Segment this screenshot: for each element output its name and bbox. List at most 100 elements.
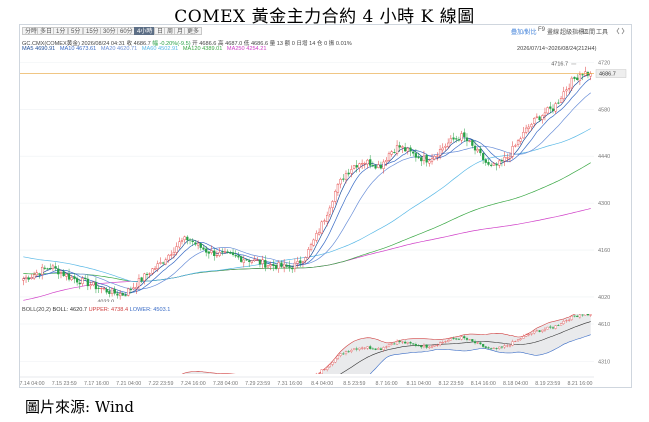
candle-body: [382, 161, 385, 169]
candle-body: [264, 259, 267, 268]
candle-body: [296, 261, 299, 264]
candle-body: [207, 251, 211, 254]
ma-line-5: [23, 73, 591, 295]
boll-candle-body: [457, 338, 461, 340]
candle-body: [43, 267, 46, 269]
candle-body: [412, 151, 415, 154]
candle-body: [140, 277, 143, 282]
candle-body: [428, 160, 431, 164]
boll-candle-body: [352, 348, 356, 350]
candle-body: [196, 242, 200, 246]
candle-body: [374, 165, 377, 169]
chart-frame: 分時 多日 1分 5分 15分 30分 60分 4小時 日 周 月 更多 疊加/…: [19, 24, 632, 388]
x-tick-label: 8.14 16:00: [471, 381, 496, 387]
candle-body: [339, 179, 342, 185]
candle-body: [543, 112, 547, 116]
boll-candle-body: [546, 326, 549, 330]
boll-candle-body: [533, 330, 536, 334]
x-tick-label: 7.29 23:59: [245, 381, 270, 387]
candle-body: [326, 214, 329, 222]
datetime-label: 2026/08/24 04:31: [81, 41, 125, 47]
candle-body: [256, 259, 259, 261]
candle-body: [366, 159, 369, 165]
overlay-compare-button[interactable]: 疊加/對比: [511, 30, 537, 36]
x-tick-label: 8.4 04:00: [311, 381, 333, 387]
super-indicator-button[interactable]: 超級指標: [560, 30, 585, 36]
range-button[interactable]: 區間: [583, 30, 596, 36]
candle-body: [253, 259, 256, 261]
period-tab-5[interactable]: 30分: [100, 27, 119, 35]
candle-body: [444, 145, 447, 148]
candle-body: [261, 259, 264, 264]
candle-body: [511, 146, 514, 157]
high-label: 高 4687.0: [217, 41, 243, 47]
f9-button[interactable]: F9: [538, 27, 546, 33]
oi-change-label: 日增 14: [296, 41, 316, 47]
boll-candle-body: [527, 334, 530, 336]
period-tab-2[interactable]: 1分: [53, 27, 69, 35]
candle-body: [218, 251, 221, 256]
candle-body: [420, 157, 423, 162]
candle-body: [315, 233, 318, 241]
candle-body: [108, 291, 111, 294]
ma-line-120: [23, 162, 591, 282]
candle-body: [35, 272, 38, 276]
boll-candle-body: [573, 315, 576, 317]
candle-body: [350, 169, 353, 174]
candle-body: [118, 293, 122, 297]
candle-body: [457, 139, 461, 141]
candle-body: [578, 74, 582, 81]
period-tab-3[interactable]: 5分: [68, 27, 84, 35]
candle-body: [557, 102, 560, 104]
candle-body: [51, 265, 55, 269]
change-label: 幅 -0.20%(-9.5): [152, 41, 191, 47]
tools-button[interactable]: 工具: [596, 30, 609, 36]
candle-body: [369, 159, 372, 166]
boll-candle-body: [460, 336, 463, 340]
candle-body: [54, 266, 57, 269]
x-tick-label: 8.19 23:59: [535, 381, 560, 387]
boll-candle-body: [382, 347, 385, 351]
boll-upper-line: [181, 314, 576, 374]
boll-candle-body: [344, 351, 348, 354]
chevron-left-icon[interactable]: [616, 27, 620, 35]
candle-body: [522, 131, 525, 139]
symbol-label: GC.CMX(COMEX黄金): [22, 41, 80, 47]
ma10-legend: MA10 4673.61: [59, 46, 97, 52]
boll-candle-body: [449, 338, 452, 341]
candle-body: [285, 264, 288, 267]
x-tick-label: 7.28 04:00: [213, 381, 238, 387]
boll-candle-body: [409, 341, 412, 344]
draw-line-button[interactable]: 畫線: [547, 30, 560, 36]
period-tab-7[interactable]: 4小時: [134, 27, 156, 35]
boll-candle-body: [503, 345, 506, 348]
candle-body: [288, 265, 291, 268]
candle-body: [124, 295, 127, 297]
candle-body: [476, 149, 479, 152]
ma120-legend: MA120 4389.01: [182, 46, 223, 52]
candle-body: [452, 137, 455, 140]
period-tab-11[interactable]: 更多: [184, 27, 203, 35]
chevron-right-icon[interactable]: [621, 27, 625, 35]
period-tab-4[interactable]: 15分: [83, 27, 102, 35]
boll-indicator-chart: 4310 4610: [20, 314, 610, 374]
boll-candle-body: [562, 321, 565, 324]
boll-candle-body: [371, 348, 374, 350]
candle-body: [266, 265, 270, 268]
candle-body: [24, 276, 28, 279]
boll-value-label: BOLL: 4620.7: [52, 307, 88, 313]
y-tick-label: 4160: [598, 248, 610, 254]
boll-candle-body: [336, 355, 340, 359]
boll-candle-body: [522, 336, 525, 339]
last-price-label: 4686.7: [599, 72, 616, 78]
candle-body: [49, 268, 52, 270]
boll-candle-body: [584, 314, 587, 316]
candle-body: [524, 127, 528, 133]
period-tab-6[interactable]: 60分: [117, 27, 136, 35]
ma250-legend: MA250 4254.21: [226, 46, 267, 52]
boll-candle-body: [342, 353, 345, 355]
boll-candle-body: [412, 343, 415, 345]
boll-lower-line: [369, 334, 591, 374]
boll-candle-body: [463, 336, 466, 339]
boll-candle-body: [530, 333, 533, 335]
